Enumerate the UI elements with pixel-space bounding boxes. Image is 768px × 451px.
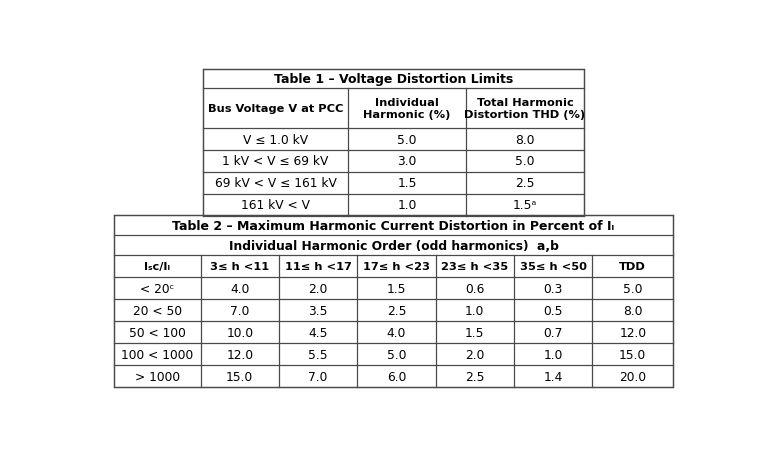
Text: 35≤ h <50: 35≤ h <50 [520,262,587,272]
Text: Iₛᴄ/Iₗ: Iₛᴄ/Iₗ [144,262,170,272]
Text: 5.0: 5.0 [515,155,535,168]
Text: 5.0: 5.0 [623,282,643,295]
Text: 4.5: 4.5 [308,326,328,339]
Text: 1 kV < V ≤ 69 kV: 1 kV < V ≤ 69 kV [222,155,329,168]
Text: 12.0: 12.0 [619,326,647,339]
Text: 1.4: 1.4 [544,370,563,383]
Text: 4.0: 4.0 [387,326,406,339]
Text: 4.0: 4.0 [230,282,250,295]
Text: 7.0: 7.0 [230,304,250,317]
Text: 1.5: 1.5 [465,326,485,339]
Text: > 1000: > 1000 [134,370,180,383]
Text: 3≤ h <11: 3≤ h <11 [210,262,270,272]
Text: 1.0: 1.0 [397,199,416,212]
Text: 0.3: 0.3 [544,282,563,295]
Text: 20 < 50: 20 < 50 [133,304,182,317]
Text: 2.5: 2.5 [515,177,535,190]
Text: Bus Voltage V at PCC: Bus Voltage V at PCC [208,104,343,114]
Text: 5.5: 5.5 [308,348,328,361]
Text: 7.0: 7.0 [309,370,328,383]
Text: 23≤ h <35: 23≤ h <35 [441,262,508,272]
Text: 15.0: 15.0 [619,348,647,361]
Text: 1.0: 1.0 [465,304,485,317]
Text: Individual
Harmonic (%): Individual Harmonic (%) [363,97,451,120]
Text: 5.0: 5.0 [397,133,417,146]
Text: 11≤ h <17: 11≤ h <17 [285,262,352,272]
Text: 1.0: 1.0 [544,348,563,361]
Text: 8.0: 8.0 [623,304,643,317]
Text: V ≤ 1.0 kV: V ≤ 1.0 kV [243,133,308,146]
Text: 17≤ h <23: 17≤ h <23 [363,262,430,272]
Text: 3.5: 3.5 [308,304,328,317]
Bar [114,216,674,387]
Text: 20.0: 20.0 [619,370,647,383]
Text: 69 kV < V ≤ 161 kV: 69 kV < V ≤ 161 kV [214,177,336,190]
Text: Individual Harmonic Order (odd harmonics)  a,b: Individual Harmonic Order (odd harmonics… [229,239,558,252]
Text: 50 < 100: 50 < 100 [129,326,186,339]
Text: 2.5: 2.5 [386,304,406,317]
Text: < 20ᶜ: < 20ᶜ [140,282,174,295]
Text: Total Harmonic
Distortion THD (%): Total Harmonic Distortion THD (%) [465,97,585,120]
Text: 0.7: 0.7 [544,326,563,339]
Text: 8.0: 8.0 [515,133,535,146]
Bar [203,70,584,216]
Text: 12.0: 12.0 [227,348,253,361]
Text: 2.0: 2.0 [465,348,485,361]
Text: 1.5ᵃ: 1.5ᵃ [513,199,537,212]
Text: 15.0: 15.0 [226,370,253,383]
Text: 3.0: 3.0 [397,155,416,168]
Text: TDD: TDD [619,262,646,272]
Text: 2.0: 2.0 [309,282,328,295]
Text: 10.0: 10.0 [227,326,253,339]
Text: 0.5: 0.5 [543,304,563,317]
Text: 161 kV < V: 161 kV < V [241,199,310,212]
Text: Table 1 – Voltage Distortion Limits: Table 1 – Voltage Distortion Limits [274,73,513,86]
Text: 6.0: 6.0 [387,370,406,383]
Text: 0.6: 0.6 [465,282,485,295]
Text: 2.5: 2.5 [465,370,485,383]
Text: 1.5: 1.5 [386,282,406,295]
Text: 1.5: 1.5 [397,177,417,190]
Text: 100 < 1000: 100 < 1000 [121,348,194,361]
Text: Table 2 – Maximum Harmonic Current Distortion in Percent of Iₗ: Table 2 – Maximum Harmonic Current Disto… [173,219,614,232]
Text: 5.0: 5.0 [386,348,406,361]
